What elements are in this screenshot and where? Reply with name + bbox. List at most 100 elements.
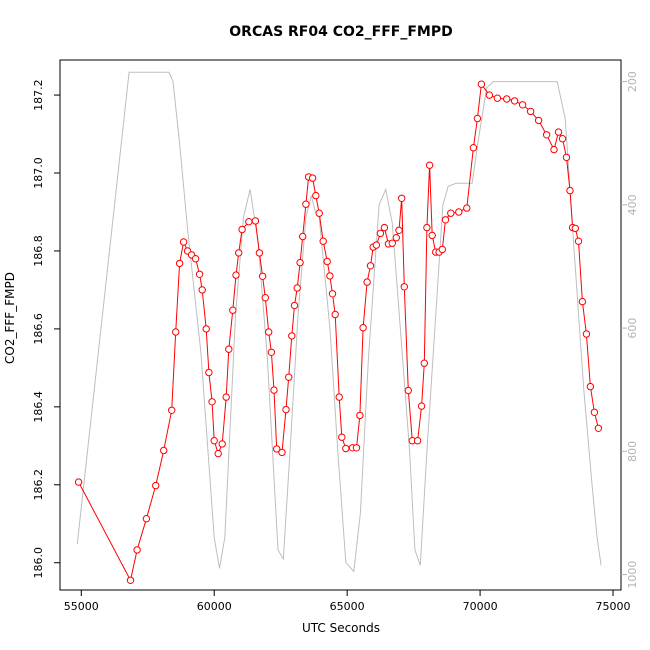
y-axis-right: 200 400 600 800 1000 — [621, 71, 639, 589]
co2-point — [160, 446, 168, 455]
co2-point — [473, 114, 482, 123]
co2-point — [534, 116, 543, 125]
co2-point — [126, 576, 135, 584]
co2-point — [404, 386, 412, 395]
co2-point — [441, 216, 450, 224]
co2-point — [574, 237, 583, 245]
co2-point — [342, 444, 350, 453]
y2-tick-label: 1000 — [626, 561, 639, 589]
co2-point — [366, 262, 375, 270]
co2-point — [578, 297, 587, 306]
x-tick-label: 55000 — [64, 600, 99, 613]
co2-point — [222, 393, 230, 401]
co2-point — [323, 257, 331, 266]
co2-point — [328, 290, 337, 298]
co2-point — [518, 101, 527, 109]
co2-point — [315, 209, 323, 217]
co2-point — [258, 272, 267, 280]
co2-point — [376, 229, 385, 238]
co2-point — [594, 424, 603, 432]
co2-point — [400, 283, 408, 291]
co2-point — [338, 433, 346, 441]
co2-line — [78, 82, 599, 582]
co2-point — [235, 249, 243, 257]
y-axis-left: 186.0 186.2 186.4 186.6 186.8 187.0 187.2 — [32, 79, 60, 578]
co2-point — [312, 191, 320, 200]
co2-point — [586, 382, 595, 391]
co2-point — [282, 405, 290, 414]
co2-point — [335, 393, 343, 401]
co2-point — [238, 225, 246, 234]
co2-point — [417, 402, 426, 410]
co2-point — [380, 223, 389, 232]
co2-point — [319, 237, 327, 245]
co2-point — [299, 232, 307, 241]
series-co2 — [74, 80, 603, 584]
co2-point — [232, 271, 240, 279]
co2-point — [477, 80, 486, 88]
co2-point — [229, 306, 237, 314]
co2-point — [356, 411, 364, 420]
co2-point — [359, 324, 367, 332]
y2-tick-label: 200 — [626, 71, 639, 92]
co2-point — [493, 94, 502, 102]
co2-point — [463, 204, 471, 212]
co2-point — [331, 310, 339, 319]
co2-point — [550, 145, 558, 154]
x-axis: 55000 60000 65000 70000 75000 — [64, 590, 631, 613]
co2-point — [278, 448, 286, 457]
co2-point — [562, 153, 571, 162]
co2-point — [428, 231, 436, 240]
co2-point — [566, 186, 574, 195]
co2-point — [191, 255, 200, 263]
co2-point — [352, 444, 361, 452]
co2-point — [261, 294, 269, 302]
chart-title: ORCAS RF04 CO2_FFF_FMPD — [229, 24, 452, 40]
co2-point — [285, 373, 293, 381]
y-tick-label: 186.6 — [32, 313, 45, 345]
co2-point — [302, 200, 310, 208]
y-tick-label: 186.2 — [32, 469, 45, 501]
co2-point — [133, 546, 141, 554]
co2-point — [205, 368, 213, 377]
co2-point — [168, 406, 176, 414]
pressure-line — [76, 71, 602, 573]
y-tick-label: 187.0 — [32, 157, 45, 189]
co2-point — [270, 386, 278, 394]
co2-point — [590, 408, 599, 416]
co2-point — [255, 249, 264, 257]
co2-point — [469, 144, 478, 152]
y-tick-label: 187.2 — [32, 79, 45, 111]
co2-point — [558, 135, 567, 143]
co2-point — [423, 223, 431, 232]
co2-point — [142, 515, 151, 523]
co2-point — [267, 348, 276, 356]
x-tick-label: 75000 — [596, 600, 631, 613]
co2-point — [503, 95, 511, 103]
co2-point — [392, 234, 400, 242]
co2-point — [526, 107, 535, 116]
x-axis-label: UTC Seconds — [302, 621, 380, 635]
y2-tick-label: 600 — [626, 318, 639, 339]
co2-point — [208, 398, 216, 406]
co2-point — [175, 259, 184, 268]
y-axis-label: CO2_FFF_FMPD — [3, 272, 17, 364]
co2-point — [293, 284, 301, 292]
co2-point — [542, 131, 551, 139]
y-tick-label: 186.4 — [32, 391, 45, 423]
co2-point — [152, 481, 160, 490]
co2-point — [290, 301, 299, 310]
x-tick-label: 65000 — [330, 600, 365, 613]
co2-point — [438, 245, 446, 254]
y2-tick-label: 400 — [626, 194, 639, 215]
co2-point — [571, 224, 579, 233]
co2-point — [398, 194, 406, 203]
co2-point — [420, 359, 428, 367]
co2-point — [273, 445, 281, 453]
co2-point — [288, 332, 296, 340]
co2-point — [195, 270, 204, 278]
co2-point — [210, 437, 218, 445]
co2-point — [395, 226, 403, 235]
co2-point — [198, 286, 206, 294]
co2-point — [251, 217, 260, 225]
